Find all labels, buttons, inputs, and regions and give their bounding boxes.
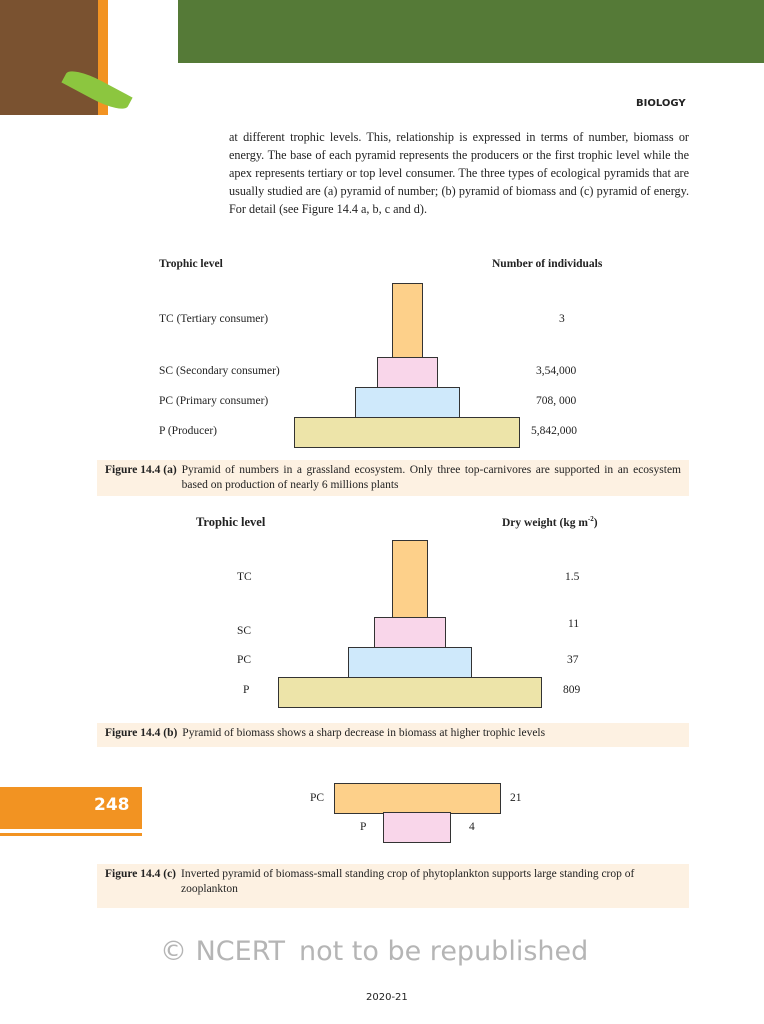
footer-year: 2020-21 bbox=[366, 992, 408, 1003]
fig-b-value-tc: 1.5 bbox=[565, 571, 580, 583]
fig-a-col-left: Trophic level bbox=[159, 258, 223, 270]
fig-a-bar-sc bbox=[377, 357, 438, 389]
fig-a-caption: Figure 14.4 (a) Pyramid of numbers in a … bbox=[97, 460, 689, 496]
fig-b-caption-text: Pyramid of biomass shows a sharp decreas… bbox=[182, 727, 546, 739]
fig-a-value-p: 5,842,000 bbox=[531, 425, 577, 437]
fig-b-label-pc: PC bbox=[237, 654, 252, 666]
fig-b-bar-sc bbox=[374, 617, 446, 649]
fig-c-label-pc: PC bbox=[310, 792, 325, 804]
fig-a-bar-p bbox=[294, 417, 520, 448]
fig-a-label-sc: SC (Secondary consumer) bbox=[159, 365, 280, 377]
fig-c-bar-pc bbox=[334, 783, 501, 814]
fig-a-col-right: Number of individuals bbox=[492, 258, 603, 270]
fig-a-label-p: P (Producer) bbox=[159, 425, 218, 437]
fig-b-col-right: Dry weight (kg m-2) bbox=[502, 515, 598, 529]
fig-a-label-pc: PC (Primary consumer) bbox=[159, 395, 269, 407]
watermark-line2: not to be republished bbox=[298, 936, 589, 967]
fig-b-caption: Figure 14.4 (b) Pyramid of biomass shows… bbox=[97, 723, 689, 747]
fig-a-value-pc: 708, 000 bbox=[536, 395, 577, 407]
page-number: 248 bbox=[94, 795, 130, 815]
fig-b-bar-tc bbox=[392, 540, 428, 619]
fig-c-value-pc: 21 bbox=[510, 792, 522, 804]
watermark-line1: © NCERT bbox=[160, 936, 285, 967]
page-number-box bbox=[0, 787, 142, 829]
header-orange-strip bbox=[98, 0, 108, 115]
fig-a-caption-text: Pyramid of numbers in a grassland ecosys… bbox=[181, 464, 681, 491]
fig-c-value-p: 4 bbox=[469, 821, 475, 833]
fig-b-bar-pc bbox=[348, 647, 472, 679]
fig-b-col-left: Trophic level bbox=[196, 515, 266, 529]
fig-b-col-right-end: ) bbox=[593, 516, 598, 529]
fig-c-bar-p bbox=[383, 812, 451, 843]
fig-c-caption: Figure 14.4 (c) Inverted pyramid of biom… bbox=[97, 864, 689, 908]
fig-b-label-sc: SC bbox=[237, 625, 252, 637]
fig-b-bar-p bbox=[278, 677, 542, 708]
fig-c-caption-text: Inverted pyramid of biomass-small standi… bbox=[181, 868, 635, 895]
fig-b-caption-label: Figure 14.4 (b) bbox=[105, 727, 178, 739]
fig-b-value-pc: 37 bbox=[567, 654, 579, 666]
header-brown-block bbox=[0, 0, 98, 115]
fig-b-col-right-text: Dry weight (kg m bbox=[502, 516, 588, 529]
fig-a-bar-pc bbox=[355, 387, 460, 419]
header-green-bar bbox=[178, 0, 764, 63]
fig-a-value-tc: 3 bbox=[559, 313, 565, 325]
fig-a-value-sc: 3,54,000 bbox=[536, 365, 577, 377]
fig-c-label-p: P bbox=[360, 821, 367, 833]
body-paragraph: at different trophic levels. This, relat… bbox=[229, 130, 689, 216]
fig-a-caption-label: Figure 14.4 (a) bbox=[105, 464, 177, 476]
watermark: © NCERT not to be republished bbox=[160, 935, 588, 969]
fig-a-label-tc: TC (Tertiary consumer) bbox=[159, 313, 269, 325]
fig-b-label-tc: TC bbox=[237, 571, 252, 583]
fig-b-value-sc: 11 bbox=[568, 618, 580, 630]
fig-b-value-p: 809 bbox=[563, 684, 581, 696]
page-number-underline bbox=[0, 833, 142, 836]
subject-heading: BIOLOGY bbox=[636, 98, 686, 109]
fig-b-col-right-sup: -2 bbox=[587, 515, 594, 523]
fig-b-label-p: P bbox=[243, 684, 250, 696]
fig-c-caption-label: Figure 14.4 (c) bbox=[105, 868, 177, 880]
fig-a-bar-tc bbox=[392, 283, 423, 359]
